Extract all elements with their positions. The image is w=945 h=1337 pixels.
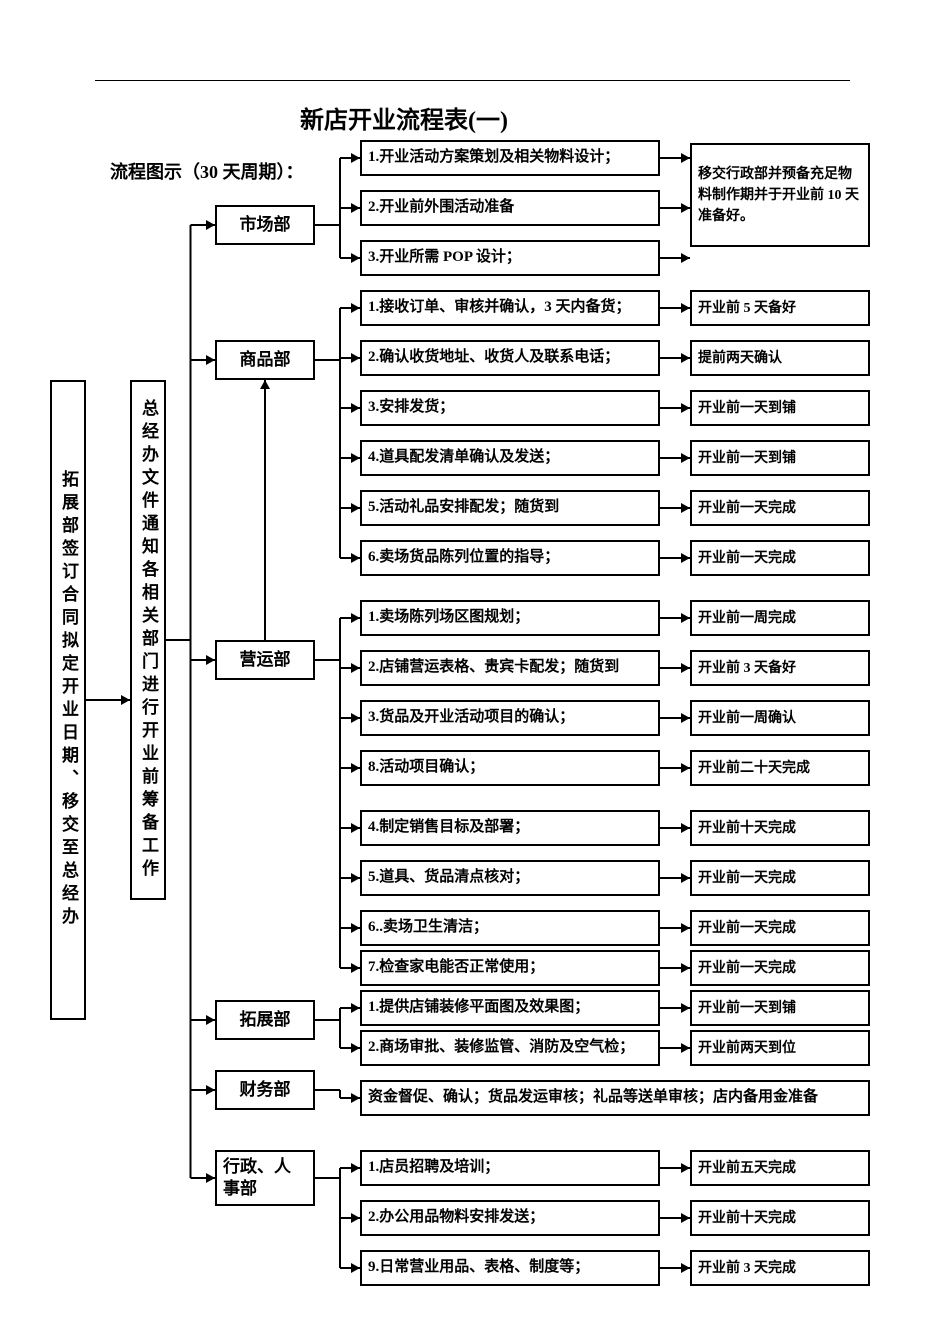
result-ops-12: 开业前二十天完成 — [690, 750, 870, 786]
result-expand-17: 开业前一天到铺 — [690, 990, 870, 1026]
result-ops-13: 开业前十天完成 — [690, 810, 870, 846]
flowchart-canvas: 新店开业流程表(一) 流程图示（30 天周期）： 拓展部签订合同拟定开业日期、移… — [0, 0, 945, 1337]
result-ops-14: 开业前一天完成 — [690, 860, 870, 896]
task-ops-15: 6..卖场卫生清洁； — [360, 910, 660, 946]
task-ops-11: 3.货品及开业活动项目的确认； — [360, 700, 660, 736]
task-finance-19: 资金督促、确认；货品发运审核；礼品等送单审核；店内备用金准备 — [360, 1080, 870, 1116]
result-expand-18: 开业前两天到位 — [690, 1030, 870, 1066]
task-market-0: 1.开业活动方案策划及相关物料设计； — [360, 140, 660, 176]
result-ops-11: 开业前一周确认 — [690, 700, 870, 736]
result-product-4: 提前两天确认 — [690, 340, 870, 376]
result-ops-16: 开业前一天完成 — [690, 950, 870, 986]
result-product-5: 开业前一天到铺 — [690, 390, 870, 426]
task-ops-13: 4.制定销售目标及部署； — [360, 810, 660, 846]
task-market-1: 2.开业前外围活动准备 — [360, 190, 660, 226]
task-ops-10: 2.店铺营运表格、贵宾卡配发；随货到 — [360, 650, 660, 686]
result-ops-10: 开业前 3 天备好 — [690, 650, 870, 686]
task-ops-9: 1.卖场陈列场区图规划； — [360, 600, 660, 636]
task-market-2: 3.开业所需 POP 设计； — [360, 240, 660, 276]
result-product-8: 开业前一天完成 — [690, 540, 870, 576]
dept-market: 市场部 — [215, 205, 315, 245]
dept-expand: 拓展部 — [215, 1000, 315, 1040]
dept-finance: 财务部 — [215, 1070, 315, 1110]
result-product-7: 开业前一天完成 — [690, 490, 870, 526]
task-product-8: 6.卖场货品陈列位置的指导； — [360, 540, 660, 576]
dept-hr: 行政、人事部 — [215, 1150, 315, 1206]
task-ops-14: 5.道具、货品清点核对； — [360, 860, 660, 896]
dept-product: 商品部 — [215, 340, 315, 380]
task-product-4: 2.确认收货地址、收货人及联系电话； — [360, 340, 660, 376]
task-product-6: 4.道具配发清单确认及发送； — [360, 440, 660, 476]
result-hr-20: 开业前五天完成 — [690, 1150, 870, 1186]
result-product-6: 开业前一天到铺 — [690, 440, 870, 476]
task-hr-20: 1.店员招聘及培训； — [360, 1150, 660, 1186]
task-product-5: 3.安排发货； — [360, 390, 660, 426]
task-hr-22: 9.日常营业用品、表格、制度等； — [360, 1250, 660, 1286]
result-ops-15: 开业前一天完成 — [690, 910, 870, 946]
dept-ops: 营运部 — [215, 640, 315, 680]
task-hr-21: 2.办公用品物料安排发送； — [360, 1200, 660, 1236]
task-ops-12: 8.活动项目确认； — [360, 750, 660, 786]
task-expand-17: 1.提供店铺装修平面图及效果图； — [360, 990, 660, 1026]
result-hr-21: 开业前十天完成 — [690, 1200, 870, 1236]
task-product-7: 5.活动礼品安排配发；随货到 — [360, 490, 660, 526]
task-product-3: 1.接收订单、审核并确认，3 天内备货； — [360, 290, 660, 326]
task-ops-16: 7.检查家电能否正常使用； — [360, 950, 660, 986]
result-hr-22: 开业前 3 天完成 — [690, 1250, 870, 1286]
task-expand-18: 2.商场审批、装修监管、消防及空气检； — [360, 1030, 660, 1066]
result-product-3: 开业前 5 天备好 — [690, 290, 870, 326]
result-ops-9: 开业前一周完成 — [690, 600, 870, 636]
